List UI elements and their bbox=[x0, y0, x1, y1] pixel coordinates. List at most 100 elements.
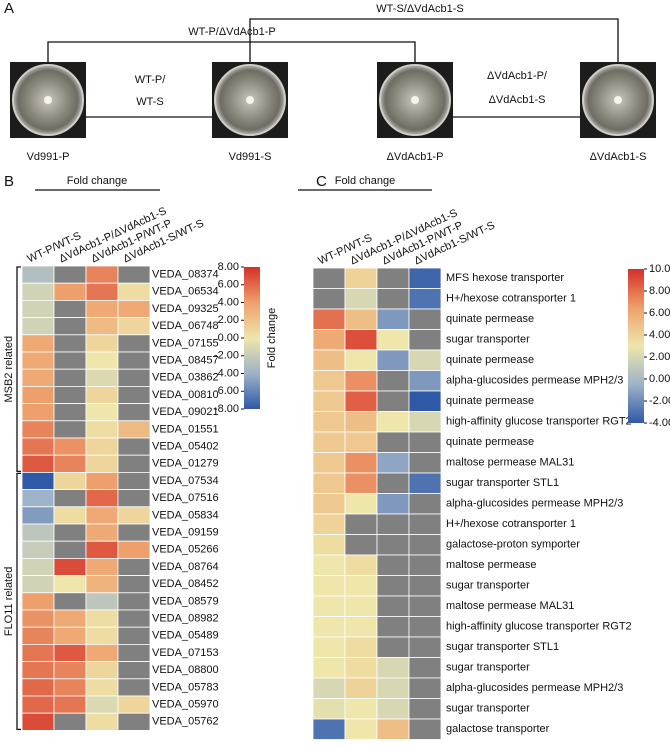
panel-label: C bbox=[316, 173, 327, 190]
missing-cell bbox=[376, 554, 410, 576]
row-label: H+/hexose cotransporter 1 bbox=[446, 518, 576, 530]
row-label: maltose permease bbox=[446, 559, 537, 571]
heatmap-cell bbox=[85, 282, 119, 301]
missing-cell bbox=[376, 390, 410, 412]
heatmap-cell bbox=[344, 431, 378, 453]
heatmap-cell bbox=[344, 329, 378, 351]
panel-label: A bbox=[4, 0, 14, 17]
heatmap-cell bbox=[312, 677, 346, 699]
heatmap-cell bbox=[21, 282, 55, 301]
comparison-label: ΔVdAcb1-P/ bbox=[487, 70, 548, 82]
header: Fold change bbox=[67, 175, 128, 187]
heatmap-cell bbox=[312, 554, 346, 576]
missing-cell bbox=[117, 351, 151, 370]
heatmap-cell bbox=[344, 575, 378, 597]
colorbar-tick-label: -2.00 bbox=[214, 350, 239, 362]
row-label: VEDA_05834 bbox=[152, 509, 219, 521]
missing-cell bbox=[408, 657, 442, 679]
heatmap-cell bbox=[21, 299, 55, 318]
missing-cell bbox=[53, 265, 87, 284]
heatmap-cell bbox=[53, 454, 87, 473]
missing-cell bbox=[376, 534, 410, 556]
heatmap-cell bbox=[21, 592, 55, 611]
missing-cell bbox=[408, 677, 442, 699]
colony-center bbox=[246, 96, 254, 104]
heatmap-cell bbox=[21, 317, 55, 336]
missing-cell bbox=[117, 609, 151, 628]
heatmap-cell bbox=[312, 718, 346, 740]
heatmap-cell bbox=[21, 454, 55, 473]
heatmap-cell bbox=[344, 616, 378, 638]
row-label: VEDA_08982 bbox=[152, 613, 219, 625]
missing-cell bbox=[408, 308, 442, 330]
row-label: VEDA_03862 bbox=[152, 372, 219, 384]
row-label: VEDA_00810 bbox=[152, 389, 219, 401]
missing-cell bbox=[312, 267, 346, 289]
missing-cell bbox=[408, 698, 442, 720]
colorbar-tick-label: 6.00 bbox=[649, 307, 670, 319]
row-label: alpha-glucosides permease MPH2/3 bbox=[446, 375, 623, 387]
heatmap-cell bbox=[312, 698, 346, 720]
heatmap-cell bbox=[53, 626, 87, 645]
missing-cell bbox=[117, 385, 151, 404]
heatmap-cell bbox=[344, 595, 378, 617]
heatmap-cell bbox=[53, 282, 87, 301]
colorbar-tick-label: 4.00 bbox=[218, 296, 239, 308]
missing-cell bbox=[376, 431, 410, 453]
missing-cell bbox=[53, 299, 87, 318]
row-label: VEDA_07516 bbox=[152, 492, 219, 504]
row-label: VEDA_08374 bbox=[152, 269, 219, 281]
group-bracket bbox=[16, 472, 21, 731]
row-label: quinate permease bbox=[446, 436, 534, 448]
row-label: quinate permease bbox=[446, 313, 534, 325]
heatmap-cell bbox=[21, 558, 55, 577]
heatmap-cell bbox=[312, 595, 346, 617]
row-label: VEDA_01551 bbox=[152, 423, 219, 435]
missing-cell bbox=[117, 265, 151, 284]
missing-cell bbox=[117, 626, 151, 645]
comparison-label: ΔVdAcb1-S bbox=[489, 94, 546, 106]
heatmap-cell bbox=[117, 540, 151, 559]
heatmap-cell bbox=[53, 575, 87, 594]
missing-cell bbox=[117, 454, 151, 473]
heatmap-cell bbox=[21, 385, 55, 404]
colorbar-tick-label: -2.00 bbox=[649, 395, 670, 407]
heatmap-cell bbox=[376, 349, 410, 371]
heatmap-cell bbox=[21, 540, 55, 559]
heatmap-cell bbox=[344, 493, 378, 515]
heatmap-cell bbox=[312, 349, 346, 371]
heatmap-cell bbox=[376, 411, 410, 433]
row-label: VEDA_09021 bbox=[152, 406, 219, 418]
missing-cell bbox=[376, 472, 410, 494]
row-label: galactose transporter bbox=[446, 723, 550, 735]
missing-cell bbox=[344, 513, 378, 535]
row-label: VEDA_05266 bbox=[152, 544, 219, 556]
heatmap-cell bbox=[85, 695, 119, 714]
heatmap-cell bbox=[85, 540, 119, 559]
heatmap-cell bbox=[85, 317, 119, 336]
row-label: VEDA_08800 bbox=[152, 664, 219, 676]
heatmap-cell bbox=[117, 420, 151, 439]
missing-cell bbox=[117, 644, 151, 663]
colony-center bbox=[44, 96, 52, 104]
missing-cell bbox=[408, 575, 442, 597]
colorbar-tick-label: 0.00 bbox=[649, 373, 670, 385]
heatmap-cell bbox=[21, 351, 55, 370]
row-label: VEDA_07153 bbox=[152, 647, 219, 659]
heatmap-cell bbox=[344, 370, 378, 392]
row-label: VEDA_08457 bbox=[152, 355, 219, 367]
missing-cell bbox=[53, 334, 87, 353]
heatmap-cell bbox=[312, 575, 346, 597]
group-bracket bbox=[16, 266, 21, 473]
heatmap-cell bbox=[21, 678, 55, 697]
row-label: VEDA_05783 bbox=[152, 681, 219, 693]
row-label: sugar transporter bbox=[446, 334, 530, 346]
heatmap-cell bbox=[21, 661, 55, 680]
heatmap-cell bbox=[85, 454, 119, 473]
row-label: H+/hexose cotransporter 1 bbox=[446, 293, 576, 305]
missing-cell bbox=[117, 558, 151, 577]
row-label: VEDA_07534 bbox=[152, 475, 219, 487]
heatmap-cell bbox=[344, 554, 378, 576]
row-label: high-affinity glucose transporter RGT2 bbox=[446, 416, 632, 428]
heatmap-cell bbox=[85, 592, 119, 611]
